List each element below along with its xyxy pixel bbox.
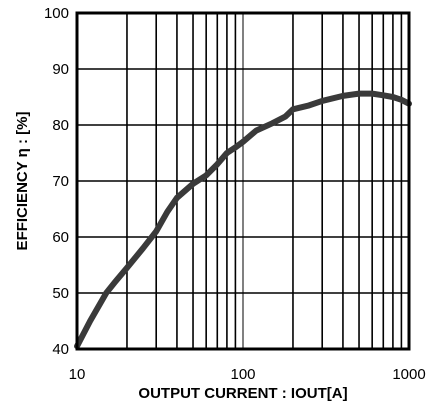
y-tick-label: 60 [52,229,69,246]
x-tick-label: 10 [69,366,86,383]
grid [76,12,410,350]
y-tick-label: 50 [52,285,69,302]
x-axis-tick-labels: 10 100 1000 [69,366,426,383]
x-tick-label: 100 [230,366,255,383]
y-tick-label: 90 [52,61,69,78]
y-tick-label: 70 [52,173,69,190]
plot-frame [75,11,411,351]
efficiency-line-series [74,90,412,350]
y-tick-label: 40 [52,341,69,358]
x-axis-title: OUTPUT CURRENT : IOUT[A] [138,385,347,402]
x-tick-label: 1000 [392,366,425,383]
y-axis-tick-labels: 40 50 60 70 80 90 100 [44,5,69,358]
y-tick-label: 80 [52,117,69,134]
y-tick-label: 100 [44,5,69,22]
y-axis-title: EFFICIENCY η : [%] [14,112,31,251]
